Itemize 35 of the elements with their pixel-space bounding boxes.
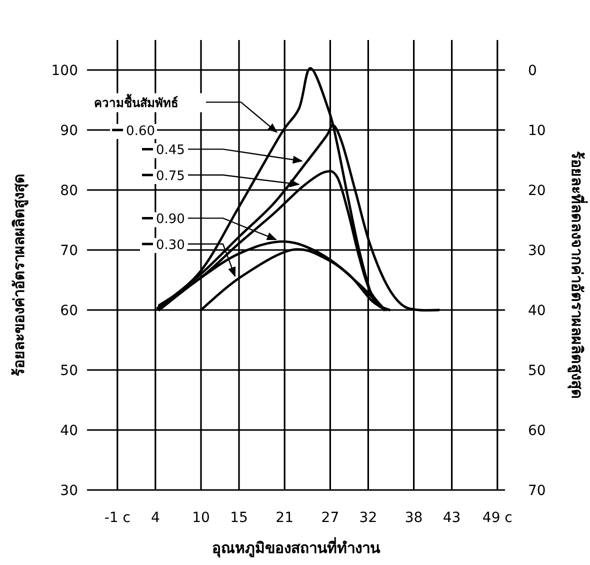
- legend-label: 0.75: [156, 169, 185, 184]
- y-tick-label: 100: [51, 63, 78, 79]
- y2-tick-label: 40: [528, 303, 546, 319]
- x-tick-label: 10: [192, 510, 210, 526]
- y2-tick-label: 0: [528, 63, 537, 79]
- x-tick-label: 49 c: [482, 510, 512, 526]
- x-tick-label: 15: [230, 510, 248, 526]
- y-tick-label: 40: [60, 423, 78, 439]
- y-tick-label: 50: [60, 363, 78, 379]
- x-tick-label: 4: [150, 510, 160, 526]
- legend-label: 0.45: [156, 143, 185, 158]
- legend-label: 0.60: [126, 124, 155, 139]
- x-tick-label: 21: [276, 510, 294, 526]
- y2-tick-label: 70: [528, 483, 546, 499]
- y2-tick-label: 50: [528, 363, 546, 379]
- x-tick-label: 43: [442, 510, 461, 526]
- y2-tick-label: 60: [528, 423, 546, 439]
- legend-label: 0.90: [156, 212, 185, 228]
- y2-axis-title: ร้อยละที่ลดลงจากค่าอัตราผลผลิตสูงสุด: [567, 151, 588, 399]
- x-tick-label: -1 c: [104, 510, 130, 526]
- x-tick-label: 32: [359, 510, 378, 526]
- legend-label: 0.30: [156, 238, 185, 253]
- y-tick-label: 60: [60, 303, 78, 319]
- y2-tick-label: 10: [528, 123, 546, 139]
- y-axis-title: ร้อยละของค่าอัตราผลผลิตสูงสุด: [10, 174, 29, 376]
- x-tick-label: 38: [404, 510, 423, 526]
- y-tick-label: 30: [60, 483, 78, 499]
- y-tick-label: 80: [60, 183, 78, 199]
- legend-title: ความชื้นสัมพัทธ์: [94, 93, 178, 110]
- x-axis-title: อุณหภูมิของสถานที่ทำงาน: [212, 537, 381, 558]
- y-tick-label: 90: [60, 123, 78, 139]
- y2-tick-label: 20: [528, 183, 546, 199]
- y-tick-label: 70: [60, 243, 78, 259]
- y2-tick-label: 30: [528, 243, 546, 259]
- x-tick-label: 27: [321, 510, 340, 526]
